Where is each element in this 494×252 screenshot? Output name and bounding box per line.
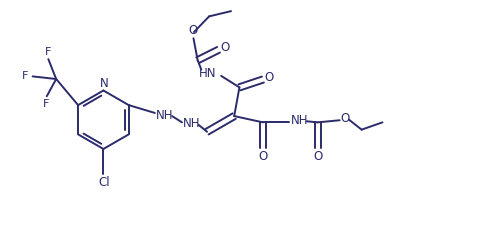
Text: O: O (220, 41, 229, 54)
Text: F: F (22, 71, 28, 81)
Text: O: O (258, 150, 268, 163)
Text: NH: NH (291, 114, 308, 127)
Text: N: N (100, 77, 108, 90)
Text: O: O (340, 112, 350, 125)
Text: Cl: Cl (99, 176, 110, 190)
Text: F: F (44, 47, 51, 57)
Text: NH: NH (183, 117, 201, 131)
Text: O: O (188, 24, 198, 38)
Text: O: O (313, 150, 323, 163)
Text: NH: NH (156, 109, 173, 121)
Text: HN: HN (200, 67, 217, 80)
Text: F: F (42, 99, 49, 109)
Text: O: O (265, 72, 274, 84)
